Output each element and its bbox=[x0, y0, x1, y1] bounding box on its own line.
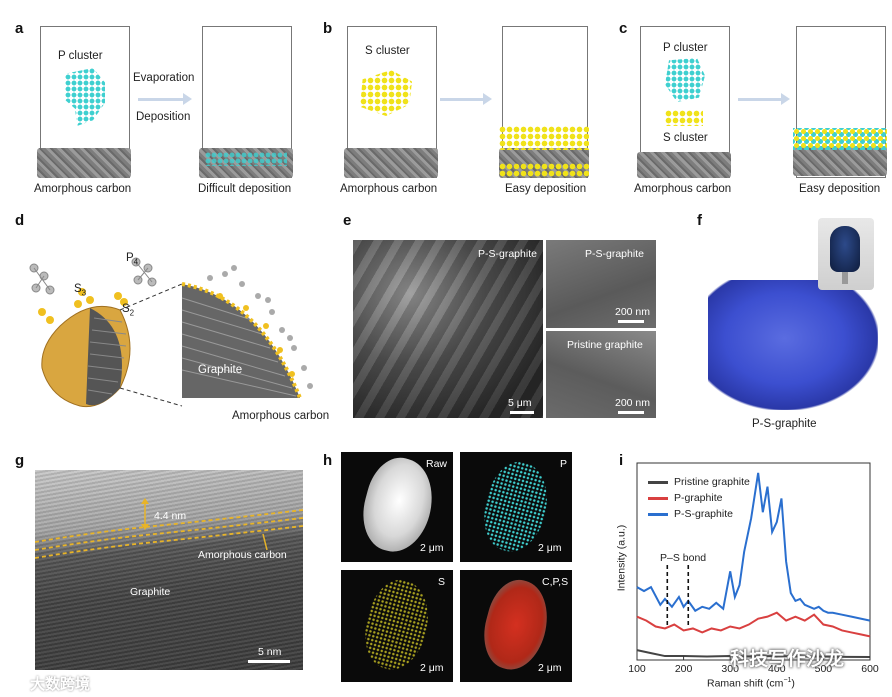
amorphous-carbon-layer bbox=[637, 152, 731, 178]
panel-label-i: i bbox=[619, 452, 624, 469]
series-line-0 bbox=[636, 649, 871, 659]
amorphous-carbon-label: Amorphous carbon bbox=[232, 410, 330, 422]
x-tick-label-2: 300 bbox=[721, 663, 739, 675]
panel-a-left-caption: Amorphous carbon bbox=[34, 183, 132, 195]
panel-label-e: e bbox=[343, 212, 352, 229]
watermark-right: 科技写作沙龙 bbox=[730, 649, 845, 670]
panel-c-left-caption: Amorphous carbon bbox=[634, 183, 732, 195]
p-deposit-sparse bbox=[205, 152, 287, 166]
p4-molecule bbox=[131, 257, 157, 287]
watermark-left: 大数跨境 bbox=[30, 676, 91, 693]
powder-caption: P-S-graphite bbox=[752, 418, 817, 430]
chart-ylabel: Intensity (a.u.) bbox=[615, 524, 628, 592]
sem-tr-scale: 200 nm bbox=[615, 306, 651, 318]
eds-tile-p bbox=[460, 452, 572, 562]
panel-label-c: c bbox=[619, 20, 628, 37]
s-deposit-bottom bbox=[499, 163, 589, 177]
panel-label-b: b bbox=[323, 20, 333, 37]
s-deposit-layer bbox=[499, 126, 589, 150]
panel-a-arrow-bottom: Deposition bbox=[136, 111, 191, 123]
vial-image bbox=[818, 218, 874, 290]
eds-s-label: S bbox=[438, 576, 446, 588]
x-tick-label-1: 200 bbox=[675, 663, 693, 675]
panel-a-arrow bbox=[138, 93, 192, 105]
legend-swatch-ps bbox=[648, 513, 668, 516]
x-tick-label-5: 600 bbox=[861, 663, 879, 675]
eds-s-scale: 2 μm bbox=[420, 662, 444, 674]
sem-image-bottom-right bbox=[546, 331, 656, 418]
ps-bond-label: P–S bond bbox=[660, 552, 707, 564]
panel-label-d: d bbox=[15, 212, 25, 229]
sem-image-main bbox=[353, 240, 543, 418]
x-tick-label-4: 500 bbox=[815, 663, 833, 675]
s-cluster bbox=[665, 110, 703, 126]
raman-chart: 100 200 300 400 500 600 bbox=[628, 462, 879, 675]
eds-raw-label: Raw bbox=[426, 458, 448, 470]
chart-frame bbox=[636, 462, 871, 661]
scale-bar bbox=[618, 320, 644, 323]
panel-a-right-caption: Difficult deposition bbox=[198, 183, 292, 195]
panel-label-h: h bbox=[323, 452, 333, 469]
graphite-zoom bbox=[182, 284, 300, 398]
tem-amorphous-label: Amorphous carbon bbox=[198, 549, 287, 561]
tem-thickness: 4.4 nm bbox=[154, 510, 187, 522]
amorphous-carbon-layer bbox=[793, 146, 887, 176]
panel-label-f: f bbox=[697, 212, 702, 229]
sem-main-scale: 5 μm bbox=[508, 397, 532, 409]
ps-deposit-layer bbox=[793, 128, 887, 150]
panel-d-schematic bbox=[29, 257, 313, 408]
tem-scale: 5 nm bbox=[258, 646, 282, 658]
sem-br-label: Pristine graphite bbox=[567, 339, 643, 351]
graphite-label: Graphite bbox=[198, 364, 243, 376]
eds-p-scale: 2 μm bbox=[538, 542, 562, 554]
legend-swatch-p bbox=[648, 497, 668, 500]
s3-label: S3 bbox=[74, 283, 87, 298]
s-molecule bbox=[38, 288, 128, 324]
panel-label-a: a bbox=[15, 20, 24, 37]
panel-b-left-caption: Amorphous carbon bbox=[340, 183, 438, 195]
sem-main-label: P-S-graphite bbox=[478, 248, 537, 260]
tem-overlay bbox=[35, 498, 303, 559]
legend-pristine: Pristine graphite bbox=[674, 476, 750, 488]
panel-label-g: g bbox=[15, 452, 25, 469]
eds-tile-cps bbox=[460, 570, 572, 682]
eds-cps-scale: 2 μm bbox=[538, 662, 562, 674]
amorphous-carbon-layer bbox=[37, 148, 131, 178]
series-line-2 bbox=[636, 472, 871, 622]
eds-raw-scale: 2 μm bbox=[420, 542, 444, 554]
scale-bar bbox=[248, 660, 290, 663]
eds-tile-s bbox=[341, 570, 453, 682]
powder-image bbox=[708, 280, 878, 410]
eds-p-label: P bbox=[560, 458, 568, 470]
s2-label: S2 bbox=[122, 303, 135, 318]
eds-cps-label: C,P,S bbox=[542, 576, 569, 588]
tem-graphite-label: Graphite bbox=[130, 586, 171, 598]
panel-c-right-caption: Easy deposition bbox=[799, 183, 881, 195]
legend-swatch-pristine bbox=[648, 481, 668, 484]
sem-tr-label: P-S-graphite bbox=[585, 248, 644, 260]
p4-label: P4 bbox=[126, 252, 139, 267]
panel-a-arrow-top: Evaporation bbox=[133, 72, 195, 84]
panel-b-arrow bbox=[440, 93, 492, 105]
panel-b-right-caption: Easy deposition bbox=[505, 183, 587, 195]
legend-ps: P-S-graphite bbox=[674, 508, 733, 520]
sem-image-top-right bbox=[546, 240, 656, 328]
panel-c-cluster-top: P cluster bbox=[663, 42, 708, 54]
tem-image bbox=[35, 470, 303, 670]
scale-bar bbox=[510, 411, 534, 414]
x-tick-label-3: 400 bbox=[768, 663, 786, 675]
panel-c-arrow bbox=[738, 93, 790, 105]
chart-xlabel: Raman shift (cm−1) bbox=[707, 677, 795, 690]
x-tick-label-0: 100 bbox=[628, 663, 646, 675]
sem-br-scale: 200 nm bbox=[615, 397, 651, 409]
p4-molecule bbox=[29, 263, 55, 295]
series-line-1 bbox=[636, 611, 871, 638]
panel-b-cluster-label: S cluster bbox=[365, 45, 410, 57]
legend-p: P-graphite bbox=[674, 492, 723, 504]
amorphous-carbon-layer bbox=[344, 148, 438, 178]
panel-c-cluster-bottom: S cluster bbox=[663, 132, 708, 144]
scale-bar bbox=[618, 411, 644, 414]
panel-a-cluster-label: P cluster bbox=[58, 50, 103, 62]
eds-tile-raw bbox=[341, 451, 453, 562]
